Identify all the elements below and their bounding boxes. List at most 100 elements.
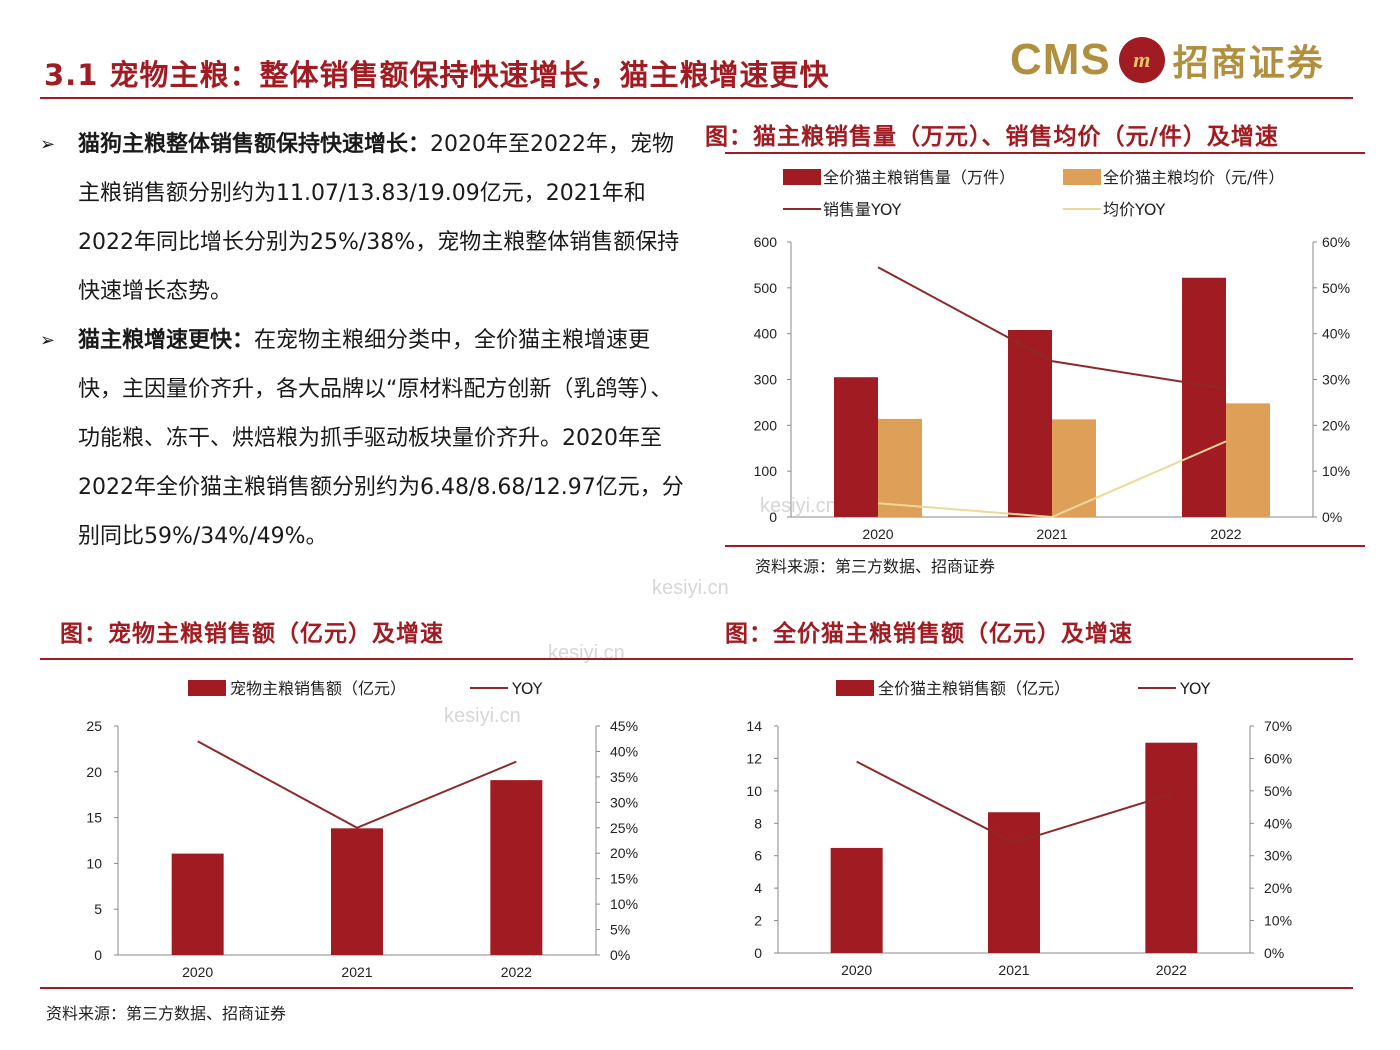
company-logo: CMS m 招商证券 — [1010, 30, 1325, 90]
y2-tick-label: 25% — [610, 820, 638, 836]
y2-tick-label: 45% — [610, 718, 638, 734]
y2-tick-label: 35% — [610, 769, 638, 785]
logo-text-en: CMS — [1010, 35, 1111, 84]
legend-label: 全价猫主粮销售额（亿元） — [878, 679, 1070, 698]
bullet-heading: 猫主粮增速更快： — [78, 328, 255, 353]
bullet-text: 2020年至2022年，宠物主粮销售额分别约为11.07/13.83/19.09… — [78, 132, 680, 304]
y-tick-label: 5 — [94, 901, 102, 917]
x-tick-label: 2022 — [1156, 962, 1187, 978]
y2-tick-label: 50% — [1264, 783, 1292, 799]
bar — [834, 377, 878, 517]
y2-tick-label: 10% — [610, 896, 638, 912]
x-tick-label: 2021 — [1036, 526, 1067, 542]
y-tick-label: 6 — [754, 848, 762, 864]
y-tick-label: 0 — [769, 509, 777, 525]
y-tick-label: 10 — [86, 855, 102, 871]
title-divider — [40, 97, 1353, 99]
legend-label: 全价猫主粮均价（元/件） — [1103, 168, 1284, 187]
series-line — [877, 266, 1227, 390]
x-tick-label: 2022 — [1210, 526, 1241, 542]
bullet-heading: 猫狗主粮整体销售额保持快速增长： — [78, 132, 431, 157]
y2-tick-label: 60% — [1322, 234, 1350, 250]
y2-tick-label: 40% — [610, 743, 638, 759]
y2-tick-label: 40% — [1322, 326, 1350, 342]
y-tick-label: 100 — [754, 463, 778, 479]
legend-swatch — [836, 680, 874, 696]
y2-tick-label: 70% — [1264, 718, 1292, 734]
y-tick-label: 2 — [754, 913, 762, 929]
bar — [878, 418, 922, 517]
y2-tick-label: 5% — [610, 922, 630, 938]
y2-tick-label: 20% — [610, 845, 638, 861]
bar — [490, 780, 543, 955]
legend-swatch — [783, 169, 821, 185]
y2-tick-label: 10% — [1322, 463, 1350, 479]
y2-tick-label: 20% — [1322, 417, 1350, 433]
figure-divider — [40, 658, 1353, 660]
watermark: kesiyi.cn — [652, 577, 729, 599]
y2-tick-label: 0% — [1322, 509, 1342, 525]
legend-label: 全价猫主粮销售量（万件） — [823, 168, 1015, 187]
figure-divider — [725, 545, 1365, 547]
legend-label: 均价YOY — [1103, 200, 1166, 219]
bullet-item: ➢ 猫狗主粮整体销售额保持快速增长：2020年至2022年，宠物主粮销售额分别约… — [40, 120, 690, 316]
x-tick-label: 2021 — [341, 964, 372, 980]
bar — [1182, 277, 1226, 517]
logo-text-cn: 招商证券 — [1172, 42, 1325, 84]
bullet-item: ➢ 猫主粮增速更快：在宠物主粮细分类中，全价猫主粮增速更快，主因量价齐升，各大品… — [40, 316, 690, 561]
legend-label: 销售量YOY — [823, 200, 902, 219]
bullet-arrow-icon: ➢ — [40, 330, 56, 351]
y-tick-label: 25 — [86, 718, 102, 734]
y2-tick-label: 50% — [1322, 280, 1350, 296]
y2-tick-label: 15% — [610, 871, 638, 887]
y-tick-label: 15 — [86, 810, 102, 826]
x-tick-label: 2021 — [998, 962, 1029, 978]
y2-tick-label: 10% — [1264, 913, 1292, 929]
y-tick-label: 0 — [94, 947, 102, 963]
y-tick-label: 0 — [754, 945, 762, 961]
figure-divider — [725, 152, 1365, 154]
bar — [331, 828, 383, 955]
legend-label: 宠物主粮销售额（亿元） — [230, 679, 406, 698]
y-tick-label: 300 — [754, 372, 778, 388]
y-tick-label: 12 — [746, 750, 762, 766]
y2-tick-label: 40% — [1264, 815, 1292, 831]
bar — [830, 847, 883, 953]
figure-title-cat-volume: 图：猫主粮销售量（万元）、销售均价（元/件）及增速 — [705, 124, 1279, 150]
figure-divider — [40, 987, 1353, 989]
y-tick-label: 14 — [746, 718, 762, 734]
bullet-text: 在宠物主粮细分类中，全价猫主粮增速更快，主因量价齐升，各大品牌以“原材料配方创新… — [78, 328, 684, 549]
series-line — [197, 740, 517, 829]
bullet-list: ➢ 猫狗主粮整体销售额保持快速增长：2020年至2022年，宠物主粮销售额分别约… — [40, 120, 690, 561]
y-tick-label: 20 — [86, 764, 102, 780]
bar — [988, 812, 1040, 953]
chart-cat-food-sales: 0 2 4 6 8 10 12 14 0% 10% 20% 30% 40% 50% 60% 70% 2020 20… — [746, 679, 1292, 978]
bar — [1052, 419, 1096, 517]
watermark: kesiyi.cn — [548, 642, 625, 664]
series-line — [856, 760, 1172, 844]
bar — [1226, 403, 1270, 517]
y-tick-label: 4 — [754, 880, 762, 896]
x-tick-label: 2020 — [862, 526, 893, 542]
y2-tick-label: 20% — [1264, 880, 1292, 896]
page-title: 3.1 宠物主粮：整体销售额保持快速增长，猫主粮增速更快 — [44, 58, 830, 92]
legend-swatch — [188, 680, 226, 696]
legend-swatch — [1063, 169, 1101, 185]
figure-source: 资料来源：第三方数据、招商证券 — [755, 557, 996, 576]
x-tick-label: 2020 — [182, 964, 213, 980]
legend-label: YOY — [1179, 679, 1211, 698]
y-tick-label: 200 — [754, 417, 778, 433]
figure-source: 资料来源：第三方数据、招商证券 — [46, 1004, 287, 1023]
figure-title-pet-food: 图：宠物主粮销售额（亿元）及增速 — [60, 621, 444, 647]
x-tick-label: 2020 — [841, 962, 872, 978]
series-line — [877, 440, 1227, 519]
y-tick-label: 400 — [754, 326, 778, 342]
figure-title-cat-food: 图：全价猫主粮销售额（亿元）及增速 — [725, 621, 1133, 647]
y2-tick-label: 30% — [1322, 372, 1350, 388]
y-tick-label: 8 — [754, 815, 762, 831]
watermark: kesiyi.cn — [444, 705, 521, 727]
chart-cat-volume-price: 0 100 200 300 400 500 600 0% 10% 20% 30% 40% 50% 60% 2… — [754, 168, 1350, 542]
x-tick-label: 2022 — [501, 964, 532, 980]
watermark: kesiyi.cn — [760, 495, 837, 517]
y-tick-label: 10 — [746, 783, 762, 799]
